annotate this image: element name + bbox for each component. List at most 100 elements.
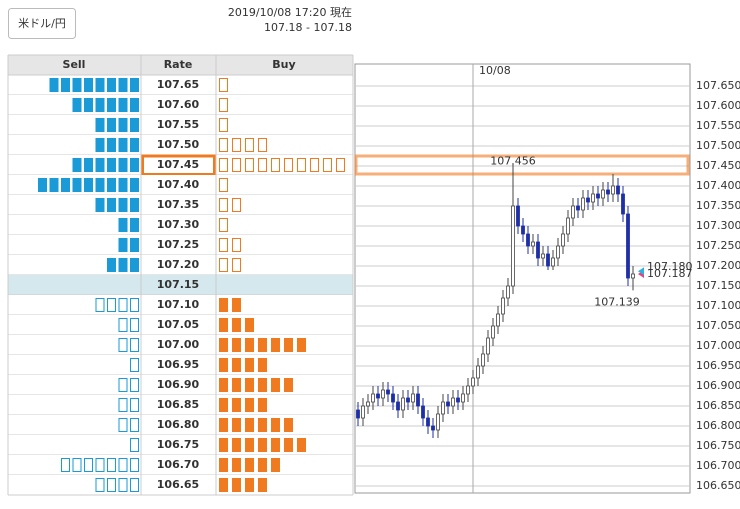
- buy-unit: [245, 438, 254, 452]
- sell-unit: [107, 258, 116, 272]
- sell-unit: [118, 478, 128, 492]
- buy-unit: [232, 398, 241, 412]
- sell-bar: [118, 338, 139, 352]
- sell-bar: [118, 238, 139, 252]
- y-tick-label: 106.900: [696, 379, 740, 392]
- candle-body: [386, 389, 390, 395]
- buy-unit: [271, 438, 280, 452]
- sell-unit: [130, 438, 139, 452]
- sell-unit: [118, 158, 128, 172]
- sell-unit: [61, 458, 70, 472]
- low-label: 107.139: [594, 295, 640, 308]
- y-tick-label: 106.750: [696, 439, 740, 452]
- buy-bar: [219, 478, 267, 492]
- buy-unit: [219, 478, 228, 492]
- y-tick-label: 106.950: [696, 359, 740, 372]
- candle-body: [436, 413, 440, 431]
- sell-unit: [118, 298, 128, 312]
- sell-unit: [130, 418, 139, 432]
- y-tick-label: 107.300: [696, 219, 740, 232]
- candle-body: [496, 313, 500, 327]
- sell-unit: [84, 178, 93, 192]
- price-label: 107.187: [647, 267, 693, 280]
- buy-unit: [219, 298, 228, 312]
- sell-unit: [95, 178, 105, 192]
- candle-body: [471, 377, 475, 387]
- sell-unit: [107, 98, 116, 112]
- sell-bar: [95, 198, 139, 212]
- sell-unit: [130, 198, 139, 212]
- rate: 107.25: [157, 238, 199, 251]
- buy-unit: [232, 458, 241, 472]
- rate: 107.65: [157, 78, 199, 91]
- buy-unit: [232, 318, 241, 332]
- y-tick-label: 107.100: [696, 299, 740, 312]
- buy-unit: [219, 158, 228, 172]
- pair-button[interactable]: [8, 8, 76, 39]
- buy-unit: [245, 418, 254, 432]
- candle-body: [401, 397, 405, 411]
- sell-bar: [95, 298, 139, 312]
- candle-body: [506, 285, 510, 299]
- candle-body: [356, 409, 360, 419]
- sell-unit: [72, 78, 82, 92]
- candle-body: [611, 185, 615, 195]
- row-bg: [8, 95, 353, 115]
- candle-body: [476, 365, 480, 379]
- candle-body: [561, 233, 565, 247]
- buy-unit: [245, 158, 254, 172]
- candle-body: [451, 397, 455, 407]
- sell-unit: [130, 78, 139, 92]
- price-label: 107.180: [647, 260, 693, 273]
- candle-body: [521, 225, 525, 235]
- rate: 106.90: [157, 378, 200, 391]
- sell-unit: [130, 218, 139, 232]
- sell-bar: [130, 358, 139, 372]
- buy-unit: [219, 78, 228, 92]
- sell-bar: [95, 478, 139, 492]
- candle-body: [431, 425, 435, 431]
- candle-body: [396, 401, 400, 411]
- rate: 107.10: [157, 298, 200, 311]
- candle-body: [626, 213, 630, 279]
- sell-unit: [130, 398, 139, 412]
- candle-body: [571, 205, 575, 219]
- candle-body: [631, 273, 635, 279]
- buy-bar: [219, 118, 228, 132]
- sell-unit: [130, 138, 139, 152]
- rate: 107.55: [157, 118, 199, 131]
- buy-unit: [219, 418, 228, 432]
- sell-unit: [130, 258, 139, 272]
- row-bg: [8, 115, 353, 135]
- sell-unit: [84, 458, 93, 472]
- candle-body: [421, 405, 425, 419]
- y-tick-label: 107.450: [696, 159, 740, 172]
- col-sell: Sell: [63, 58, 86, 71]
- rate-highlight: [141, 154, 216, 176]
- y-tick-label: 106.650: [696, 479, 740, 492]
- candle-body: [381, 389, 385, 399]
- candle-body: [531, 241, 535, 247]
- sell-unit: [95, 158, 105, 172]
- rate: 106.75: [157, 438, 199, 451]
- rate: 107.45: [157, 158, 199, 171]
- buy-unit: [219, 218, 228, 232]
- buy-unit: [245, 338, 254, 352]
- high-label: 107.456: [490, 155, 536, 168]
- candle-body: [416, 393, 420, 407]
- buy-unit: [258, 398, 267, 412]
- rate: 107.40: [157, 178, 200, 191]
- sell-bar: [61, 458, 139, 472]
- sell-bar: [107, 258, 139, 272]
- sell-unit: [107, 138, 116, 152]
- y-tick-label: 107.500: [696, 139, 740, 152]
- y-tick-label: 107.000: [696, 339, 740, 352]
- buy-unit: [271, 418, 280, 432]
- row-bg: [8, 75, 353, 95]
- y-tick-label: 107.150: [696, 279, 740, 292]
- candle-body: [566, 217, 570, 235]
- buy-unit: [232, 158, 241, 172]
- sell-unit: [95, 78, 105, 92]
- buy-unit: [258, 158, 267, 172]
- buy-bar: [219, 378, 293, 392]
